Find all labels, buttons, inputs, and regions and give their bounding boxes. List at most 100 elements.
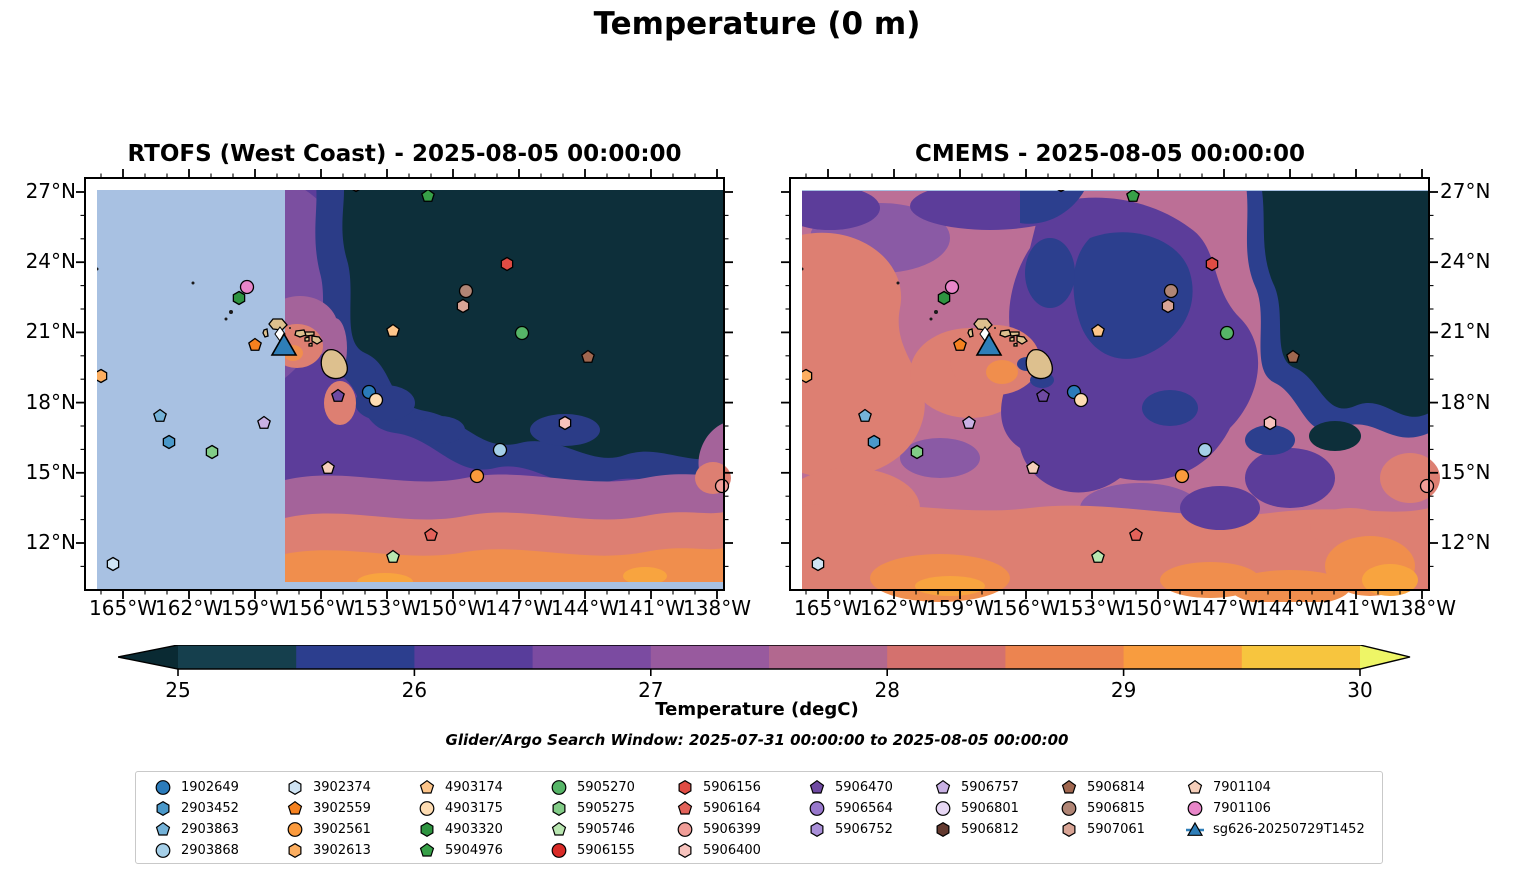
float-marker-4903174 [386,323,400,337]
legend-label: 1902649 [181,780,239,795]
legend-label: 3902374 [313,780,371,795]
lon-tick-label-rtofs: 138°W [683,596,751,620]
pentagon-marker-icon [1061,779,1077,794]
circle-marker-icon [1061,801,1077,816]
legend-label: 2903863 [181,822,239,837]
legend-item-5907061: 5907061 [1060,819,1145,840]
islet-speck [802,267,804,271]
float-marker-5905746 [386,549,400,563]
float-marker-3902374 [106,556,120,572]
hawaiian-island [1013,342,1018,347]
legend-item-2903863: 2903863 [154,819,239,840]
circle-marker-icon [155,843,171,858]
lon-tick-label-rtofs: 141°W [617,596,685,620]
float-marker-3902561 [1174,468,1190,484]
legend-label: 5906757 [961,780,1019,795]
float-marker-5906470 [1036,388,1050,402]
float-marker-5906399 [1419,478,1435,494]
lat-tick-label-right: 18°N [1440,390,1491,414]
legend-item-5906400: 5906400 [676,840,761,861]
legend-label: 5906812 [961,822,1019,837]
legend-item-5906815: 5906815 [1060,798,1145,819]
lon-tick-label-cmems: 144°W [1256,596,1324,620]
float-marker-5906757 [257,415,271,429]
colorbar-tick-label: 27 [638,678,663,702]
float-marker-5906814 [581,349,595,363]
lat-tick-label-right: 12°N [1440,530,1491,554]
float-marker-4903174 [1091,323,1105,337]
float-marker-4903320 [232,290,246,306]
legend-label: 5905270 [577,780,635,795]
legend-item-5906801: 5906801 [934,798,1019,819]
float-marker-7901104 [321,460,335,474]
float-marker-3902613 [802,368,813,384]
hawaiian-island [308,342,313,347]
legend-item-7901104: 7901104 [1186,777,1271,798]
panel-title-cmems: CMEMS - 2025-08-05 00:00:00 [914,141,1306,167]
hawaiian-island [304,336,310,342]
lat-tick-label-right: 24°N [1440,249,1491,273]
float-marker-5906815 [1163,283,1179,299]
float-marker-3902559 [953,337,967,351]
colorbar-tick-label: 25 [165,678,190,702]
lon-tick-label-rtofs: 162°W [155,596,223,620]
pentagon-marker-icon [419,779,435,794]
hexagon-marker-icon [288,843,302,858]
hexagon-marker-icon [678,843,692,858]
colorbar-tick-label: 28 [874,678,899,702]
map-panel-cmems [781,169,1440,602]
colorbar-tick-label: 30 [1347,678,1372,702]
colorbar-tick-label: 29 [1111,678,1136,702]
legend-item-5906470: 5906470 [808,777,893,798]
hexagon-marker-icon [552,801,566,816]
lon-tick-label-cmems: 165°W [794,596,862,620]
float-marker-5907061 [456,298,470,314]
lat-tick-label-right: 21°N [1440,319,1491,343]
lat-tick-label-left: 27°N [25,179,76,203]
float-marker-3902374 [811,556,825,572]
glider-marker-sg626 [975,332,1003,356]
float-marker-4903175 [368,392,384,408]
sst-field-rtofs [97,190,731,591]
legend-label: 3902561 [313,822,371,837]
legend-label: 5904976 [445,843,503,858]
hawaiian-island [320,348,348,380]
panel-border-cmems [789,177,1430,591]
float-marker-2903863 [153,408,167,422]
float-marker-2903868 [492,442,508,458]
circle-marker-icon [935,801,951,816]
float-marker-2903452 [162,434,176,450]
islet-speck [191,281,195,285]
float-marker-2903868 [1197,442,1213,458]
legend-label: 2903452 [181,801,239,816]
legend-item-3902561: 3902561 [286,819,371,840]
float-marker-5906156 [500,256,514,272]
legend-label: 2903868 [181,843,239,858]
islet-speck [97,267,99,271]
hawaiian-island [1009,336,1015,342]
legend-item-sg626-20250729T1452: sg626-20250729T1452 [1186,819,1365,840]
hexagon-marker-icon [1062,822,1076,837]
float-marker-5906757 [962,415,976,429]
legend-item-2903868: 2903868 [154,840,239,861]
legend-label: 3902559 [313,801,371,816]
float-marker-5906400 [558,415,572,431]
lat-tick-label-left: 12°N [25,530,76,554]
legend-label: 4903174 [445,780,503,795]
legend-item-5906164: 5906164 [676,798,761,819]
float-marker-5906470 [331,388,345,402]
legend-label: sg626-20250729T1452 [1213,822,1365,837]
float-marker-4903320 [937,290,951,306]
float-marker-5906399 [714,478,730,494]
legend-label: 5906164 [703,801,761,816]
map-panel-rtofs [76,169,733,599]
hawaiian-island [999,329,1012,338]
legend-item-5906752: 5906752 [808,819,893,840]
lon-tick-label-cmems: 159°W [926,596,994,620]
cmems-no-data-strip [802,190,1429,191]
hawaiian-island [1025,348,1053,380]
lat-tick-label-left: 24°N [25,249,76,273]
pentagon-marker-icon [1187,779,1203,794]
float-marker-5904976 [421,190,435,202]
